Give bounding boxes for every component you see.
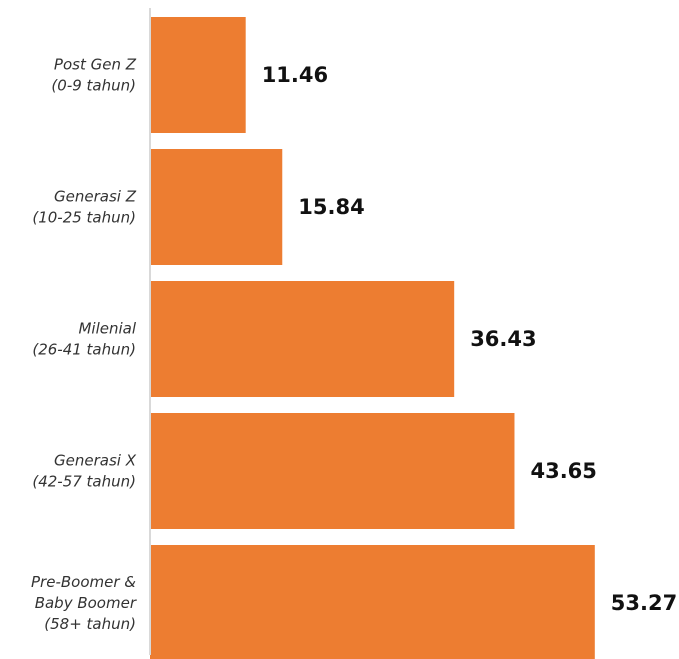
category-label-line: Generasi Z [54, 188, 137, 206]
category-label: Post Gen Z (0-9 tahun) [51, 56, 136, 95]
category-label-line: Post Gen Z [54, 56, 137, 74]
category-label-line: (58+ tahun) [44, 615, 136, 633]
category-label: Milenial (26-41 tahun) [32, 320, 136, 359]
category-label: Generasi Z (10-25 tahun) [32, 188, 136, 227]
category-label-line: Pre-Boomer & [31, 573, 136, 591]
bar-value-label: 36.43 [470, 327, 536, 351]
bar [150, 413, 515, 529]
bar [150, 17, 246, 133]
category-label-line: (26-41 tahun) [32, 341, 136, 359]
bar-value-label: 11.46 [262, 63, 328, 87]
category-label-line: (0-9 tahun) [51, 77, 136, 95]
category-label-line: Baby Boomer [35, 594, 137, 612]
category-label-line: (42-57 tahun) [32, 473, 136, 491]
category-label: Pre-Boomer & Baby Boomer (58+ tahun) [31, 573, 137, 633]
category-label-line: Generasi X [54, 452, 137, 470]
category-label: Generasi X (42-57 tahun) [32, 452, 136, 491]
category-labels-group: Post Gen Z (0-9 tahun) Generasi Z (10-25 ta… [31, 56, 137, 634]
value-labels-group: 11.46 15.84 36.43 43.65 53.27 [262, 63, 678, 615]
bar [150, 149, 283, 265]
bar-value-label: 43.65 [530, 459, 596, 483]
bar-value-label: 53.27 [611, 591, 677, 615]
bars-group [150, 17, 595, 659]
category-label-line: Milenial [78, 320, 136, 338]
bar-value-label: 15.84 [298, 195, 364, 219]
bar [150, 281, 455, 397]
category-label-line: (10-25 tahun) [32, 209, 136, 227]
bar [150, 545, 595, 659]
